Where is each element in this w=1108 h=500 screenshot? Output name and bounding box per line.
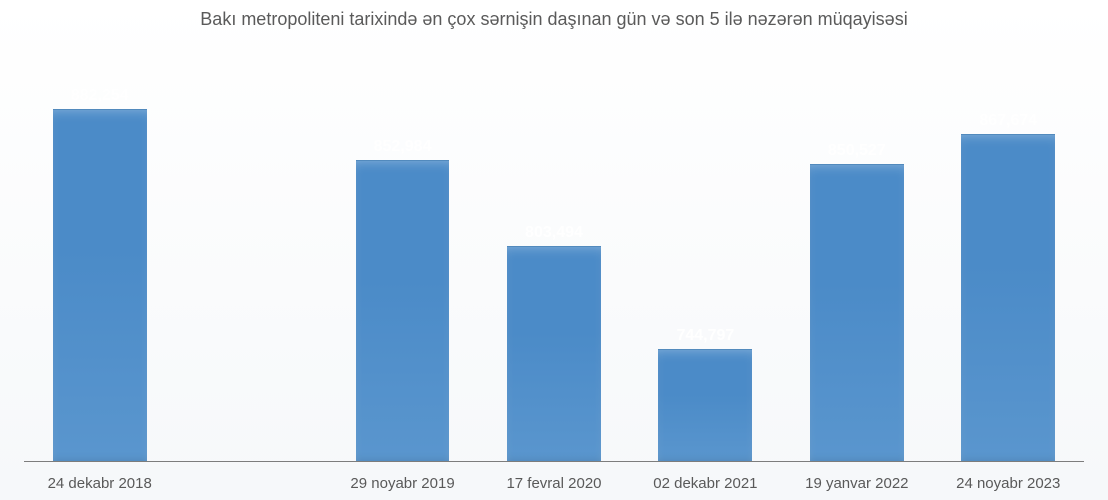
x-axis-labels: 24 dekabr 2018 29 noyabr 201917 fevral 20…: [24, 475, 1084, 492]
x-axis-label: 29 noyabr 2019: [327, 475, 478, 492]
x-axis-label: 02 dekabr 2021: [630, 475, 781, 492]
x-axis-label: 24 dekabr 2018: [24, 475, 175, 492]
bar: [810, 164, 904, 462]
bar: [658, 349, 752, 462]
bar-wrap: 867,674: [961, 78, 1055, 462]
bar-gap-slot: [175, 78, 326, 462]
bar: [53, 109, 147, 462]
bar-value-label: 744,797: [676, 327, 734, 345]
bar-wrap: 803,494: [507, 78, 601, 462]
bar-value-label: 850,527: [828, 142, 886, 160]
bar-slot: 803,494: [478, 78, 629, 462]
bar-slot: 744,797: [630, 78, 781, 462]
bars-container: 882,254 852,984 803,494 744,797 850,527 867,6…: [24, 78, 1084, 462]
bar-value-label: 882,254: [71, 87, 129, 105]
bar-value-label: 852,984: [374, 138, 432, 156]
bar-wrap: 882,254: [53, 78, 147, 462]
bar-value-label: 867,674: [979, 112, 1037, 130]
x-axis-baseline: [24, 461, 1084, 462]
x-gap-slot: [175, 475, 326, 492]
bar-wrap: 850,527: [810, 78, 904, 462]
bar-slot: 852,984: [327, 78, 478, 462]
bar: [356, 160, 450, 462]
bar: [961, 134, 1055, 462]
bar-value-label: 803,494: [525, 224, 583, 242]
bar: [507, 246, 601, 462]
bar-slot: 882,254: [24, 78, 175, 462]
bar-wrap: 852,984: [356, 78, 450, 462]
bar-slot: 867,674: [933, 78, 1084, 462]
x-axis-label: 19 yanvar 2022: [781, 475, 932, 492]
chart-title: Bakı metropoliteni tarixində ən çox sərn…: [0, 8, 1108, 31]
bar-slot: 850,527: [781, 78, 932, 462]
plot-area: 882,254 852,984 803,494 744,797 850,527 867,6…: [24, 78, 1084, 462]
x-axis-label: 24 noyabr 2023: [933, 475, 1084, 492]
bar-wrap: 744,797: [658, 78, 752, 462]
x-axis-label: 17 fevral 2020: [478, 475, 629, 492]
